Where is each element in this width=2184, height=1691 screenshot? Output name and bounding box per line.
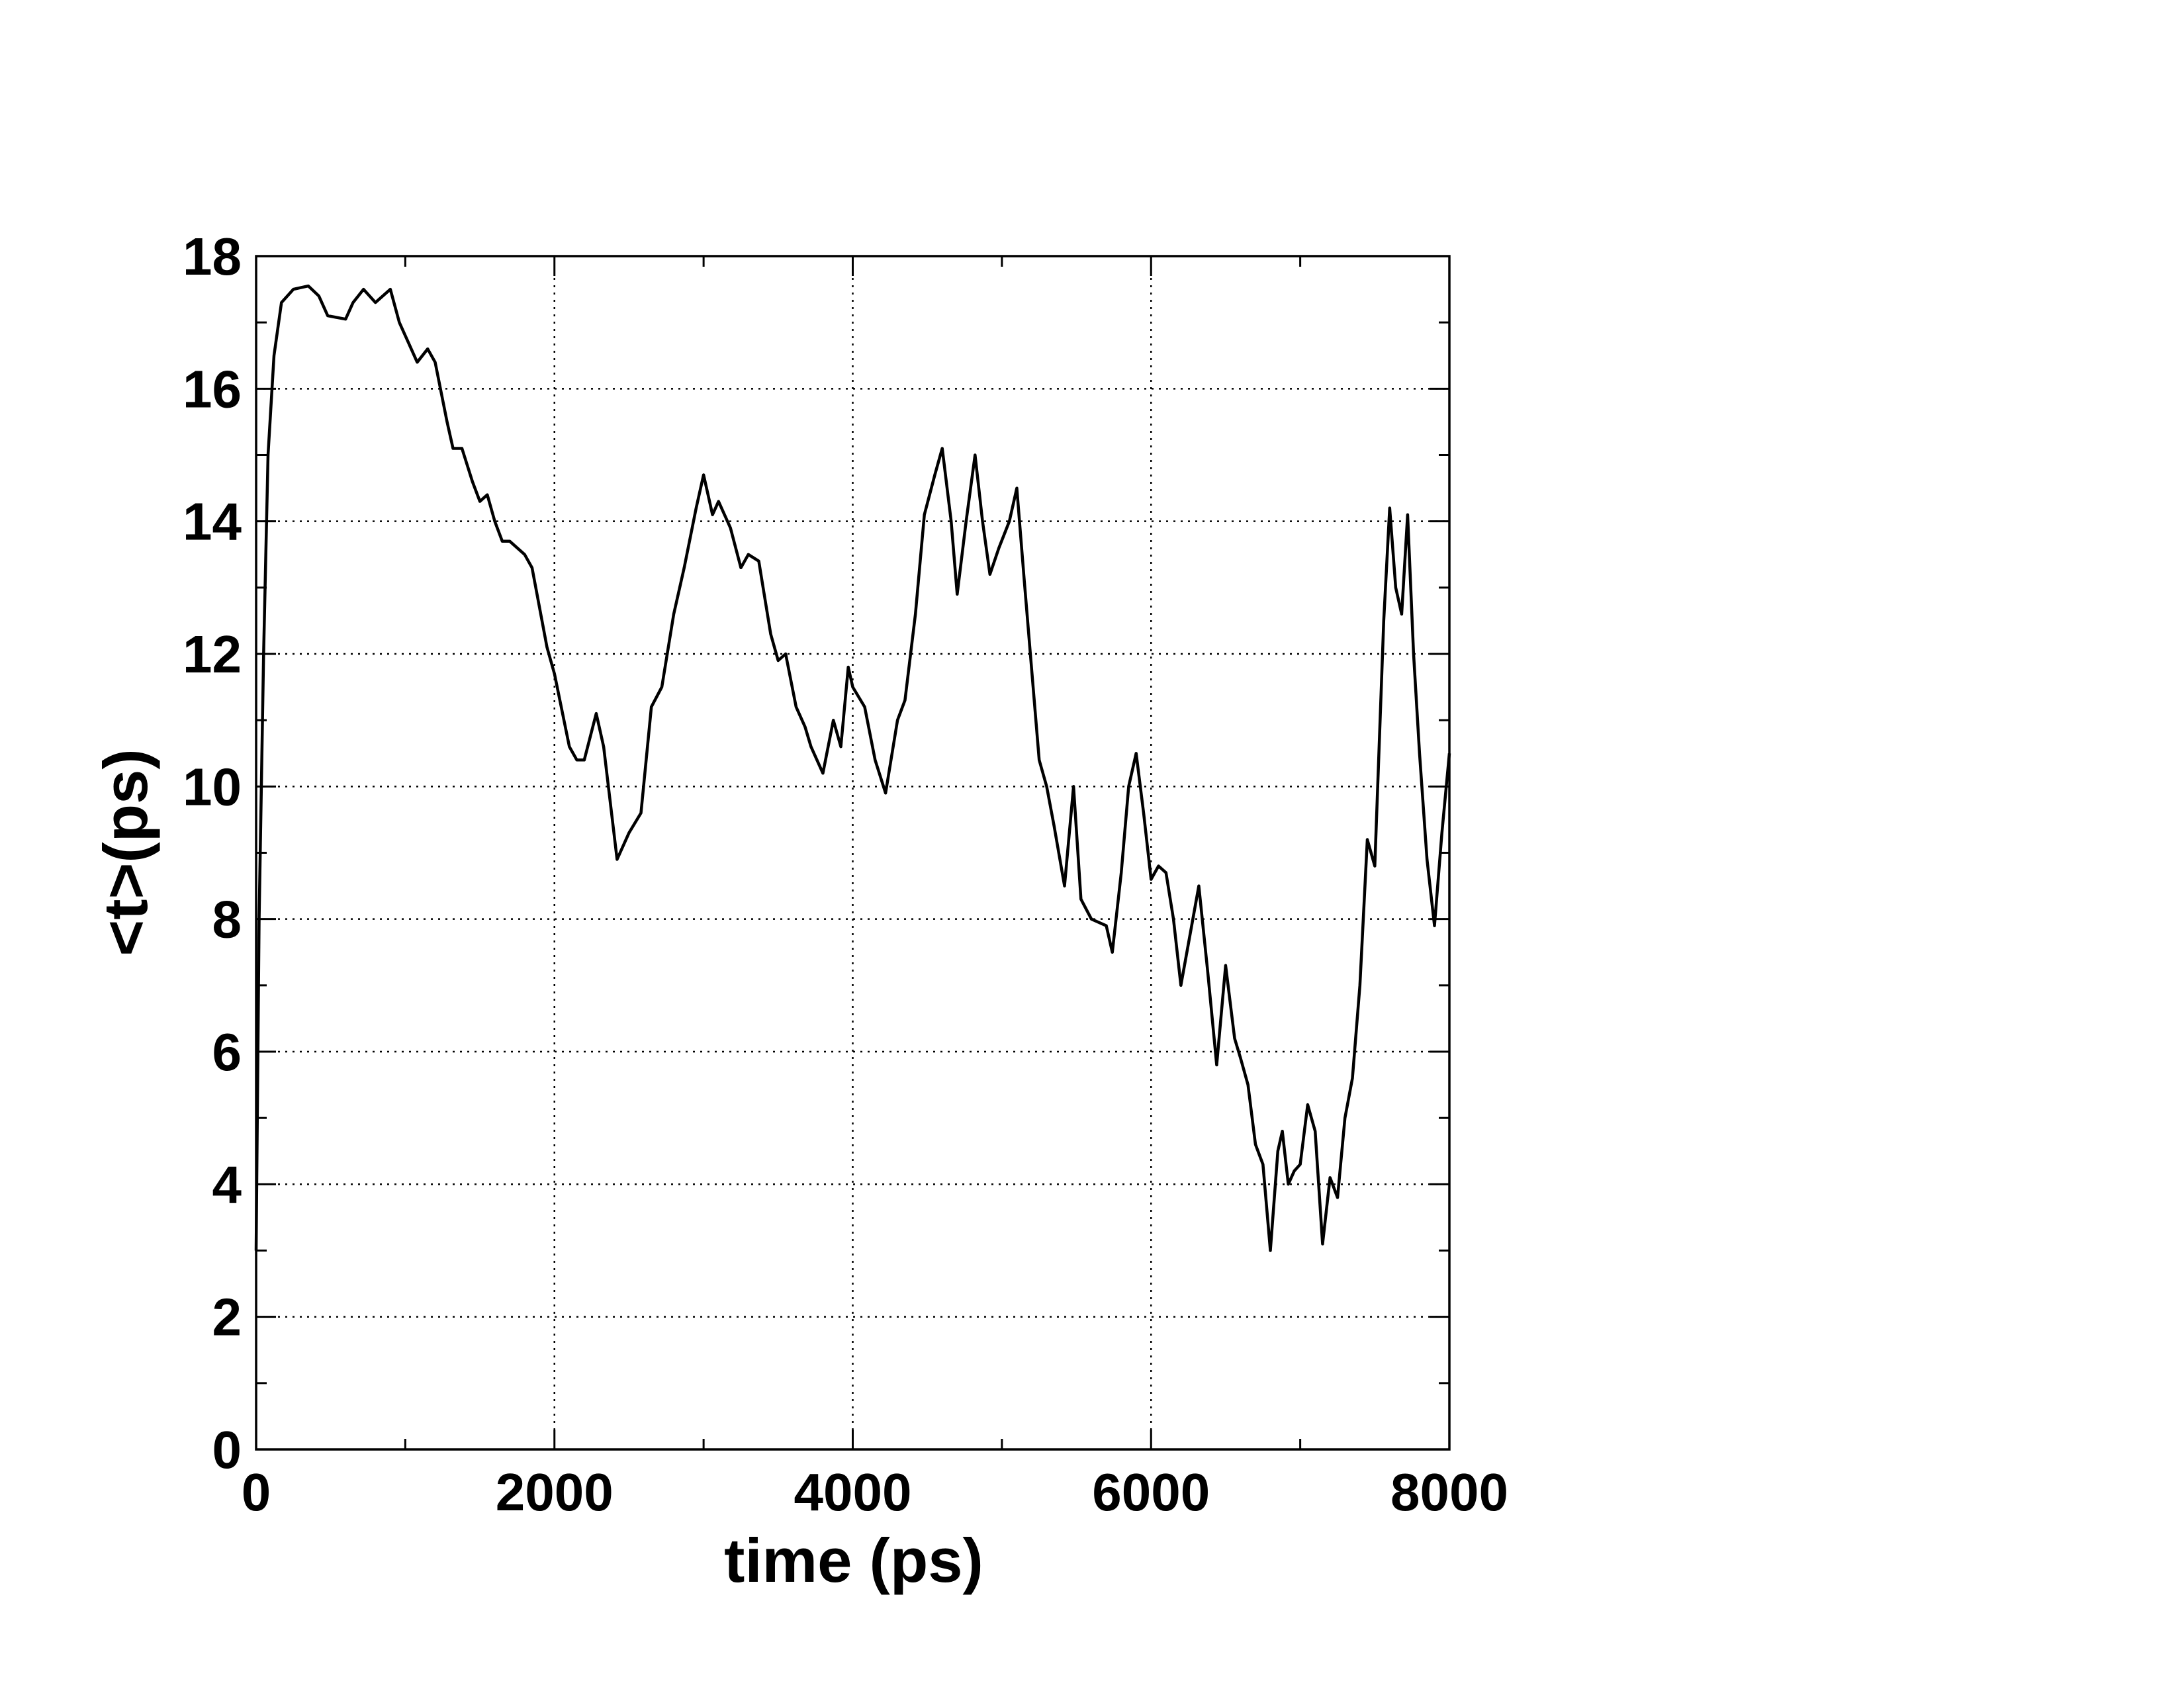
y-tick-label: 14: [183, 492, 242, 551]
y-axis-title: <t>(ps): [91, 749, 160, 956]
x-tick-label: 2000: [496, 1463, 614, 1522]
y-tick-label: 12: [183, 625, 242, 684]
plot-frame: [255, 255, 1451, 1451]
y-tick-label: 16: [183, 359, 242, 418]
x-tick-label: 6000: [1092, 1463, 1210, 1522]
x-tick-label: 4000: [794, 1463, 912, 1522]
x-tick-label: 8000: [1390, 1463, 1508, 1522]
y-tick-label: 8: [212, 890, 242, 949]
y-tick-label: 0: [212, 1420, 242, 1479]
y-tick-label: 4: [212, 1155, 242, 1214]
x-tick-label: 0: [242, 1463, 271, 1522]
data-line: [254, 284, 1451, 1252]
y-tick-label: 18: [183, 227, 242, 286]
y-tick-label: 6: [212, 1023, 242, 1081]
y-tick-label: 10: [183, 757, 242, 816]
y-tick-label: 2: [212, 1288, 242, 1347]
x-axis-title: time (ps): [724, 1526, 983, 1595]
